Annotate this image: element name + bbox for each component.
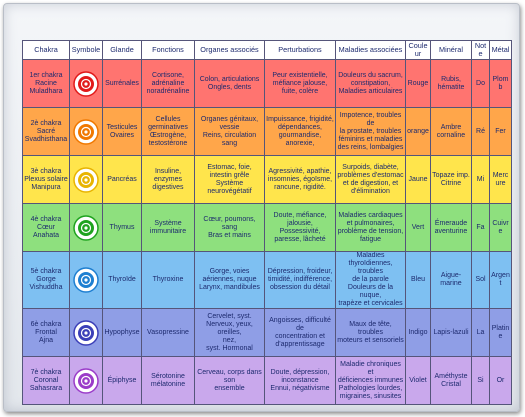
cell-fonctions: Cortisone, adrénaline noradrénaline [141,59,195,108]
cell-maladies: Surpoids, diabète, problèmes d'estomac e… [335,155,406,204]
cell-note: La [471,308,490,357]
cell-maladies: Maladies cardiaques et pulmonaires, prob… [335,203,406,252]
cell-perturbations: Angoisses, difficulté de concentration e… [264,308,336,357]
third-eye-chakra-icon [69,308,103,357]
cell-fonctions: Système immunitaire [141,203,195,252]
header-fonctions: Fonctions [141,40,195,60]
cell-chakra: 4è chakra Cœur Anahata [22,203,70,252]
cell-fonctions: Cellules germinatives Œstrogène, testost… [141,107,195,156]
cell-mineral: Lapis-lazuli [430,308,472,357]
cell-couleur: Jaune [405,155,431,204]
table-row: 4è chakra Cœur Anahata Thymus Système immu… [22,203,512,252]
header-chakra: Chakra [22,40,70,60]
header-couleur: Couleur [405,40,431,60]
cell-mineral: Aigue-marine [430,251,472,309]
image-frame: Chakra Symbole Glande Fonctions Organes … [3,3,520,412]
solar-plexus-chakra-icon [69,155,103,204]
cell-couleur: Violet [405,356,431,405]
sacral-chakra-icon [69,107,103,156]
throat-chakra-icon [69,251,103,309]
header-glande: Glande [102,40,142,60]
cell-maladies: Maladies thyroïdiennes, troubles de la p… [335,251,406,309]
cell-couleur: Bleu [405,251,431,309]
cell-glande: Épiphyse [102,356,142,405]
cell-couleur: orange [405,107,431,156]
cell-glande: Hypophyse [102,308,142,357]
cell-fonctions: Insuline, enzymes digestives [141,155,195,204]
cell-mineral: Ambre cornaline [430,107,472,156]
cell-maladies: Impotence, troubles de la prostate, trou… [335,107,406,156]
cell-fonctions: Sérotonine mélatonine [141,356,195,405]
cell-mineral: Rubis, hématite [430,59,472,108]
cell-mineral: Améthyste Cristal [430,356,472,405]
cell-organes: Organes génitaux, vessie Reins, circulat… [194,107,265,156]
cell-organes: Cervelet, syst. Nerveux, yeux, oreilles,… [194,308,265,357]
cell-couleur: Indigo [405,308,431,357]
cell-chakra: 2è chakra Sacré Svadhisthana [22,107,70,156]
cell-metal: Mercure [489,155,512,204]
table-row: 7è chakra Coronal Sahasrara Épiphyse Sérot… [22,356,512,405]
cell-metal: Plomb [489,59,512,108]
header-metal: Métal [489,40,512,60]
cell-glande: Thymus [102,203,142,252]
cell-mineral: Émeraude aventurine [430,203,472,252]
cell-glande: Thyroïde [102,251,142,309]
header-symbole: Symbole [69,40,103,60]
cell-chakra: 3è chakra Plexus solaire Manipura [22,155,70,204]
cell-organes: Cerveau, corps dans son ensemble [194,356,265,405]
cell-couleur: Rouge [405,59,431,108]
cell-couleur: Vert [405,203,431,252]
cell-note: Fa [471,203,490,252]
cell-fonctions: Thyroxine [141,251,195,309]
cell-mineral: Topaze imp. Citrine [430,155,472,204]
cell-chakra: 6è chakra Frontal Ajna [22,308,70,357]
cell-perturbations: Doute, méfiance, jalousie, Possessivité,… [264,203,336,252]
cell-perturbations: Impuissance, frigidité, dépendances, gou… [264,107,336,156]
header-row: Chakra Symbole Glande Fonctions Organes … [22,40,512,60]
table-row: 3è chakra Plexus solaire Manipura Pancréa… [22,155,512,204]
table-row: 2è chakra Sacré Svadhisthana Testicules O… [22,107,512,156]
cell-metal: Fer [489,107,512,156]
chakra-table: Chakra Symbole Glande Fonctions Organes … [22,40,512,405]
header-perturbations: Perturbations [264,40,336,60]
cell-chakra: 1er chakra Racine Muladhara [22,59,70,108]
cell-maladies: Maux de tête, troubles moteurs et sensor… [335,308,406,357]
cell-organes: Gorge, voies aériennes, nuque Larynx, ma… [194,251,265,309]
cell-organes: Estomac, foie, intestin grêle Système ne… [194,155,265,204]
cell-fonctions: Vasopressine [141,308,195,357]
cell-note: Ré [471,107,490,156]
cell-note: Si [471,356,490,405]
cell-metal: Argent [489,251,512,309]
cell-note: Do [471,59,490,108]
cell-chakra: 7è chakra Coronal Sahasrara [22,356,70,405]
cell-organes: Colon, articulations Ongles, dents [194,59,265,108]
table-row: 6è chakra Frontal Ajna Hypophyse Vasopress… [22,308,512,357]
header-maladies: Maladies associées [335,40,406,60]
cell-perturbations: Dépression, froideur, timidité, indiffér… [264,251,336,309]
cell-maladies: Douleurs du sacrum, constipation, Maladi… [335,59,406,108]
cell-chakra: 5è chakra Gorge Vishuddha [22,251,70,309]
table-row: 1er chakra Racine Muladhara Surrénales Cor… [22,59,512,108]
cell-maladies: Maladie chroniques et déficiences immune… [335,356,406,405]
crown-chakra-icon [69,356,103,405]
cell-note: Mi [471,155,490,204]
heart-chakra-icon [69,203,103,252]
table-body: 1er chakra Racine Muladhara Surrénales Cor… [22,59,512,405]
cell-glande: Testicules Ovaires [102,107,142,156]
header-note: Note [471,40,490,60]
root-chakra-icon [69,59,103,108]
cell-perturbations: Peur existentielle, méfiance jalouse, fu… [264,59,336,108]
header-organes: Organes associés [194,40,265,60]
cell-metal: Or [489,356,512,405]
cell-perturbations: Agressivité, apathie, insomnies, égoïsme… [264,155,336,204]
cell-glande: Pancréas [102,155,142,204]
cell-glande: Surrénales [102,59,142,108]
cell-organes: Cœur, poumons, sang Bras et mains [194,203,265,252]
cell-perturbations: Doute, dépression, inconstance Ennui, né… [264,356,336,405]
cell-note: Sol [471,251,490,309]
table-row: 5è chakra Gorge Vishuddha Thyroïde Thyroxi… [22,251,512,309]
header-mineral: Minéral [430,40,472,60]
cell-metal: Platine [489,308,512,357]
cell-metal: Cuivre [489,203,512,252]
